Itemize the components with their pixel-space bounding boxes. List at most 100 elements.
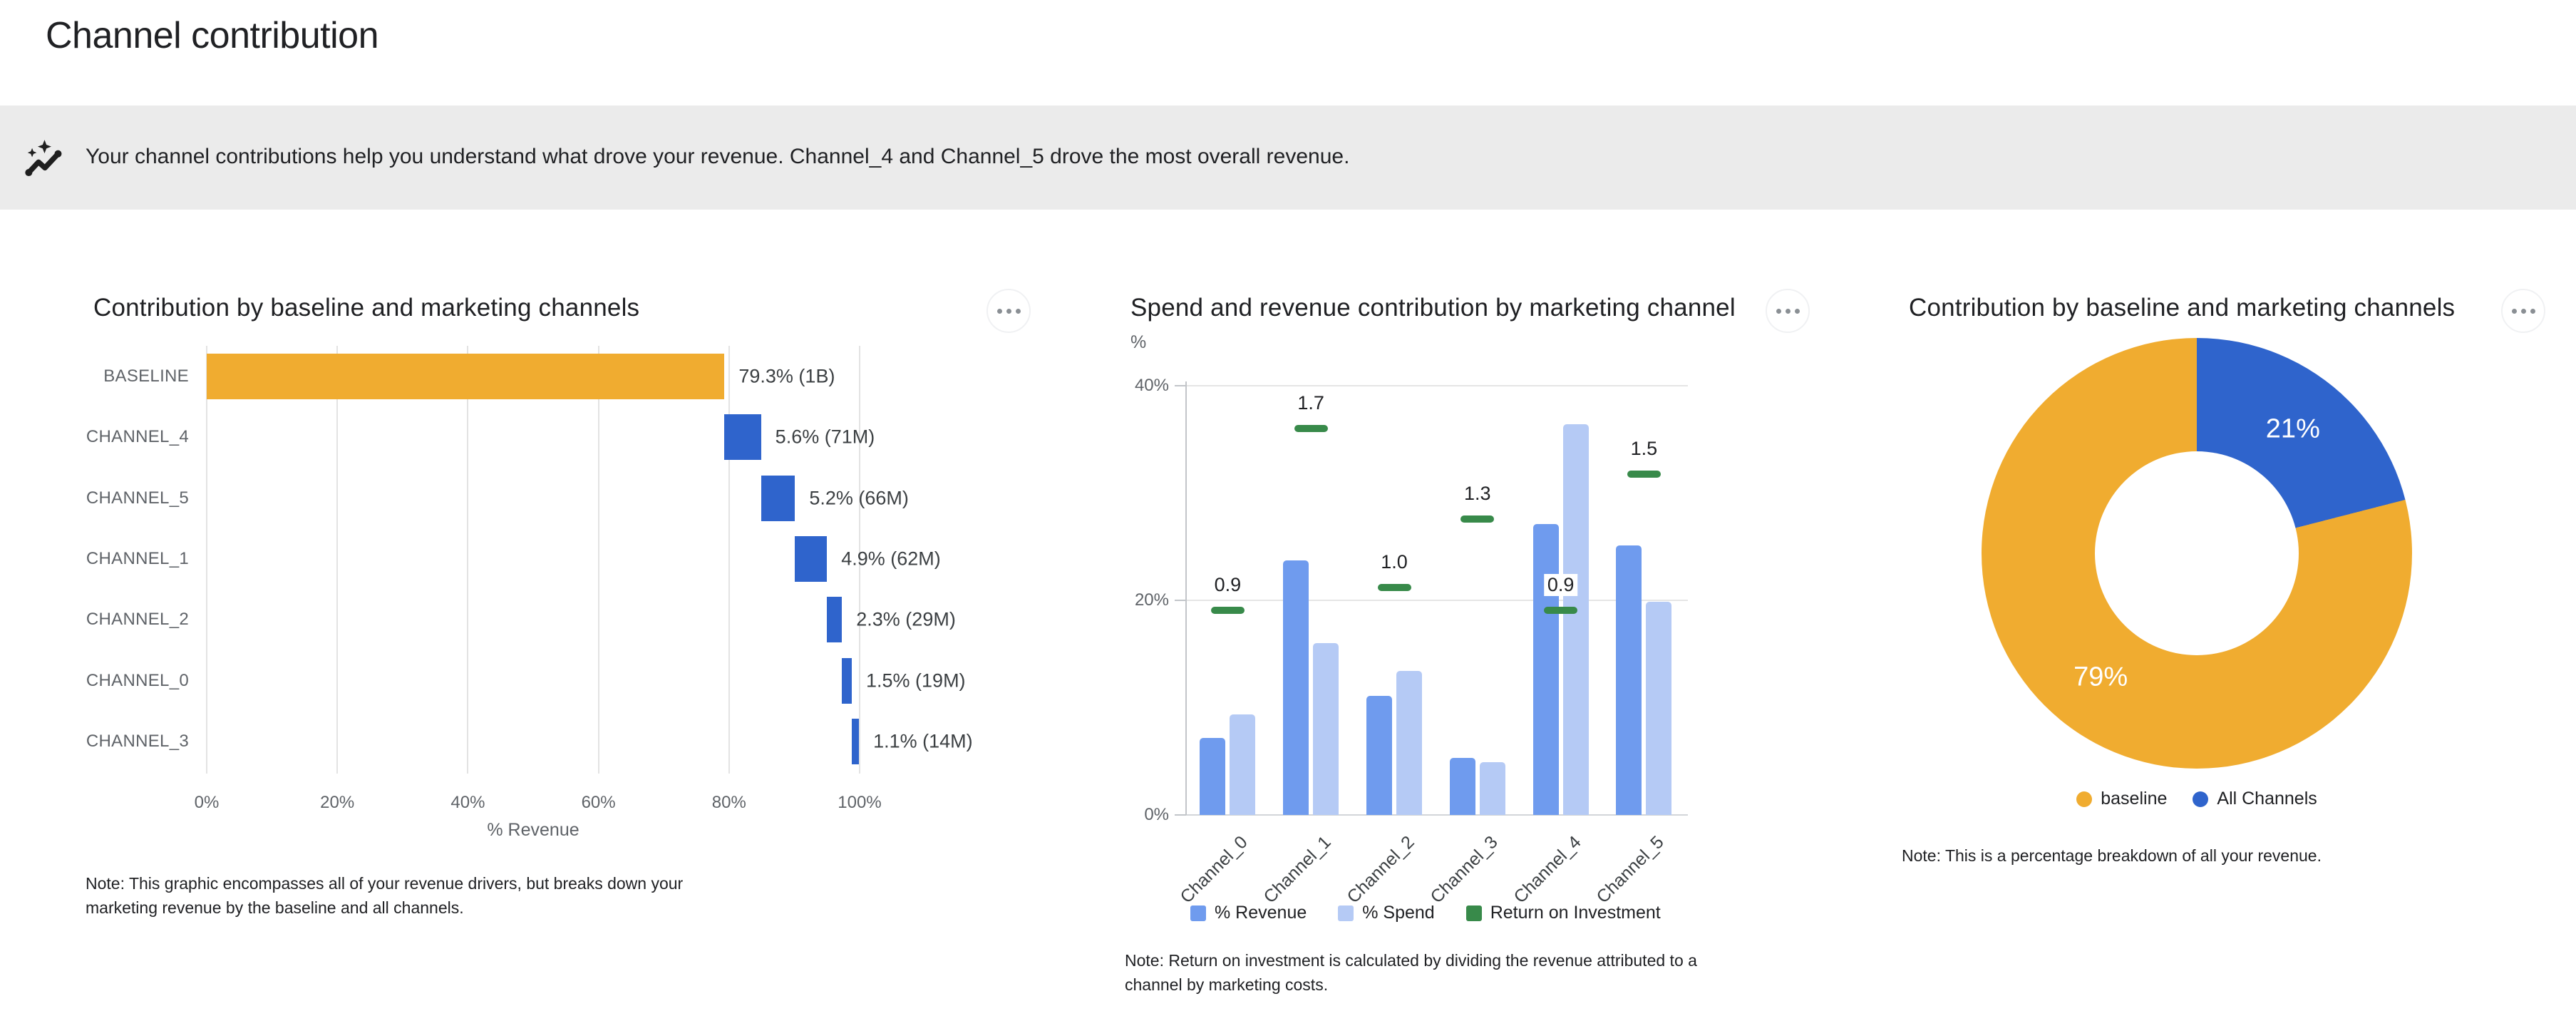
grouped-y-axis-unit-label: % [1130,332,1147,352]
waterfall-chart-title: Contribution by baseline and marketing c… [93,294,640,322]
revenue-bar [1283,560,1309,815]
legend-label: % Revenue [1215,903,1307,923]
legend-swatch [1190,905,1206,921]
legend-swatch [2193,791,2209,807]
row-label: BASELINE [103,366,189,386]
value-label: 79.3% (1B) [738,365,835,387]
waterfall-bar-segment [852,719,860,765]
category-label: Channel_2 [1343,832,1418,908]
row-label: CHANNEL_3 [86,732,189,751]
grid-line [597,346,599,774]
donut-slice-label: 21% [2265,414,2320,444]
grid-line [728,346,730,774]
roi-value-label: 0.9 [1543,573,1578,596]
roi-value-label: 0.9 [1210,573,1245,596]
legend-label: baseline [2101,789,2168,809]
category-label: Channel_3 [1426,832,1502,908]
dot-icon [1785,308,1791,314]
legend-label: % Spend [1362,903,1435,923]
insights-icon [25,140,62,177]
value-label: 5.2% (66M) [809,487,909,508]
grid-line [1186,600,1688,601]
donut-hole [2095,451,2299,655]
revenue-bar [1616,545,1642,815]
donut-legend: baseline All Channels [1982,789,2412,809]
dot-icon [1776,308,1781,314]
legend-item: baseline [2076,789,2167,809]
axis-tick [1175,600,1186,601]
grid-line [336,346,339,774]
x-tick-label: 0% [194,793,220,812]
grouped-chart-legend: % Revenue % Spend Return on Investment [1190,903,1661,923]
waterfall-x-axis-title: % Revenue [487,820,579,840]
x-tick-label: 40% [450,793,485,812]
dot-icon [2520,308,2526,314]
roi-value-label: 1.3 [1460,483,1495,506]
spend-bar [1396,671,1422,815]
dot-icon [1794,308,1800,314]
x-tick-label: 20% [320,793,355,812]
insight-banner: Your channel contributions help you unde… [0,106,2576,210]
category-label: Channel_5 [1592,832,1669,908]
page-title: Channel contribution [46,15,379,56]
waterfall-bar-segment [761,475,795,521]
row-label: CHANNEL_5 [86,488,189,508]
dot-icon [2511,308,2517,314]
grid-line [467,346,469,774]
x-tick-label: 60% [581,793,616,812]
value-label: 5.6% (71M) [775,426,875,448]
waterfall-more-options-button[interactable] [986,289,1031,333]
x-tick-label: 100% [838,793,882,812]
grouped-chart-title: Spend and revenue contribution by market… [1130,294,1736,322]
roi-value-label: 1.0 [1377,551,1411,573]
row-label: CHANNEL_0 [86,670,189,690]
y-axis-line [1185,381,1187,815]
value-label: 2.3% (29M) [856,608,956,630]
revenue-bar [1366,695,1392,815]
grid-line [859,346,860,774]
donut-slice-label: 79% [2073,662,2128,692]
legend-swatch [2076,791,2093,807]
y-tick-label: 0% [1144,805,1169,824]
legend-item: Return on Investment [1465,903,1661,923]
grouped-note: Note: Return on investment is calculated… [1125,951,1697,994]
donut-more-options-button[interactable] [2501,289,2545,333]
row-label: CHANNEL_1 [86,548,189,568]
y-tick-label: 40% [1134,376,1169,395]
spend-bar [1479,762,1505,815]
waterfall-bar-segment [207,353,725,399]
y-tick-label: 20% [1134,590,1169,610]
row-label: CHANNEL_4 [86,427,189,447]
row-label: CHANNEL_2 [86,610,189,630]
legend-label: Return on Investment [1490,903,1661,923]
spend-bar [1313,643,1339,815]
axis-tick [1175,814,1186,816]
grid-line [206,346,207,774]
value-label: 1.1% (14M) [873,730,973,752]
waterfall-note: Note: This graphic encompasses all of yo… [86,874,684,917]
dot-icon [2530,308,2535,314]
roi-marker [1627,470,1661,478]
spend-bar [1646,601,1672,815]
roi-value-label: 1.5 [1627,437,1661,460]
roi-marker [1210,606,1245,614]
roi-marker [1294,424,1328,432]
value-label: 1.5% (19M) [866,669,966,692]
legend-swatch [1338,905,1354,921]
x-tick-label: 80% [711,793,746,812]
legend-label: All Channels [2217,789,2317,809]
dot-icon [996,308,1002,314]
waterfall-bar-segment [842,657,852,704]
spend-bar [1230,714,1256,815]
legend-swatch [1465,905,1482,921]
legend-item: All Channels [2193,789,2317,809]
donut-chart-title: Contribution by baseline and marketing c… [1909,294,2456,322]
revenue-bar [1449,758,1475,815]
grouped-more-options-button[interactable] [1766,289,1810,333]
grid-line [1186,385,1688,386]
roi-marker [1377,584,1411,591]
insight-banner-text: Your channel contributions help you unde… [86,145,1350,168]
value-label: 4.9% (62M) [841,548,941,570]
waterfall-bar-segment [795,535,828,582]
